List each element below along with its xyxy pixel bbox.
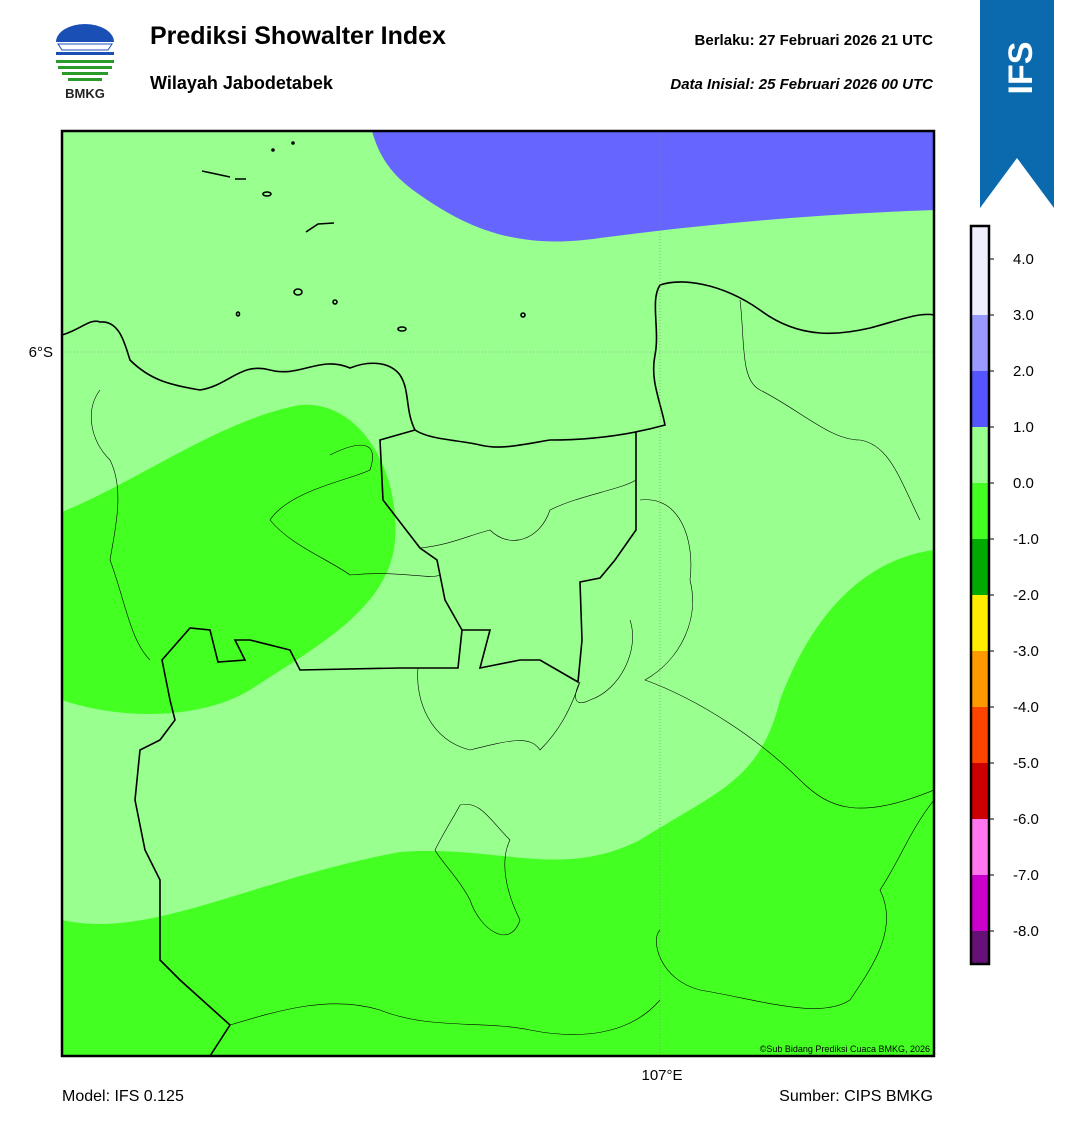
logo: BMKG xyxy=(56,24,114,101)
badge-text: IFS xyxy=(1002,42,1040,95)
colorbar-segment xyxy=(971,875,989,931)
colorbar-label: -7.0 xyxy=(1013,867,1039,884)
high-region xyxy=(372,131,934,242)
province-border xyxy=(462,432,637,684)
low-region-west xyxy=(62,404,396,714)
colorbar-label: 0.0 xyxy=(1013,475,1034,492)
colorbar-segment xyxy=(971,651,989,707)
colorbar-label: -6.0 xyxy=(1013,811,1039,828)
colorbar-segment xyxy=(971,371,989,427)
subtitle: Wilayah Jabodetabek xyxy=(150,73,334,93)
model-info: Model: IFS 0.125 xyxy=(62,1088,184,1105)
low-region-south xyxy=(62,550,934,1056)
colorbar-segment xyxy=(971,427,989,483)
source-info: Sumber: CIPS BMKG xyxy=(779,1088,933,1105)
colorbar-label: 1.0 xyxy=(1013,419,1034,436)
colorbar-segment xyxy=(971,483,989,539)
colorbar-label: -2.0 xyxy=(1013,587,1039,604)
colorbar-segment xyxy=(971,226,989,315)
coastline xyxy=(62,281,934,448)
colorbar-segment xyxy=(971,539,989,595)
colorbar-label: 2.0 xyxy=(1013,363,1034,380)
title: Prediksi Showalter Index xyxy=(150,22,446,50)
map-frame xyxy=(60,129,936,1058)
regency-borders xyxy=(90,299,934,1035)
colorbar-label: -1.0 xyxy=(1013,531,1039,548)
lon-label: 107°E xyxy=(641,1067,682,1084)
colorbar-segment xyxy=(971,931,989,964)
logo-text: BMKG xyxy=(65,86,105,101)
colorbar-label: -5.0 xyxy=(1013,755,1039,772)
colorbar-label: 4.0 xyxy=(1013,251,1034,268)
lat-label: 6°S xyxy=(29,344,53,361)
map-area: ©Sub Bidang Prediksi Cuaca BMKG, 2026 xyxy=(62,131,934,1056)
colorbar: 4.0 3.0 2.0 1.0 0.0 -1.0 -2.0 -3.0 -4.0 -5.0 -6.0 -… xyxy=(969,224,1039,966)
colorbar-segment xyxy=(971,707,989,763)
credit: ©Sub Bidang Prediksi Cuaca BMKG, 2026 xyxy=(760,1044,930,1054)
colorbar-label: 3.0 xyxy=(1013,307,1034,324)
colorbar-segment xyxy=(971,763,989,819)
colorbar-segment xyxy=(971,595,989,651)
islands xyxy=(201,141,526,332)
init-time: Data Inisial: 25 Februari 2026 00 UTC xyxy=(670,76,934,93)
colorbar-segment xyxy=(971,819,989,875)
colorbar-label: -3.0 xyxy=(1013,643,1039,660)
colorbar-segment xyxy=(971,315,989,371)
model-badge xyxy=(980,0,1054,208)
province-border xyxy=(134,429,463,1056)
valid-time: Berlaku: 27 Februari 2026 21 UTC xyxy=(695,32,934,49)
colorbar-label: -4.0 xyxy=(1013,699,1039,716)
colorbar-label: -8.0 xyxy=(1013,923,1039,940)
